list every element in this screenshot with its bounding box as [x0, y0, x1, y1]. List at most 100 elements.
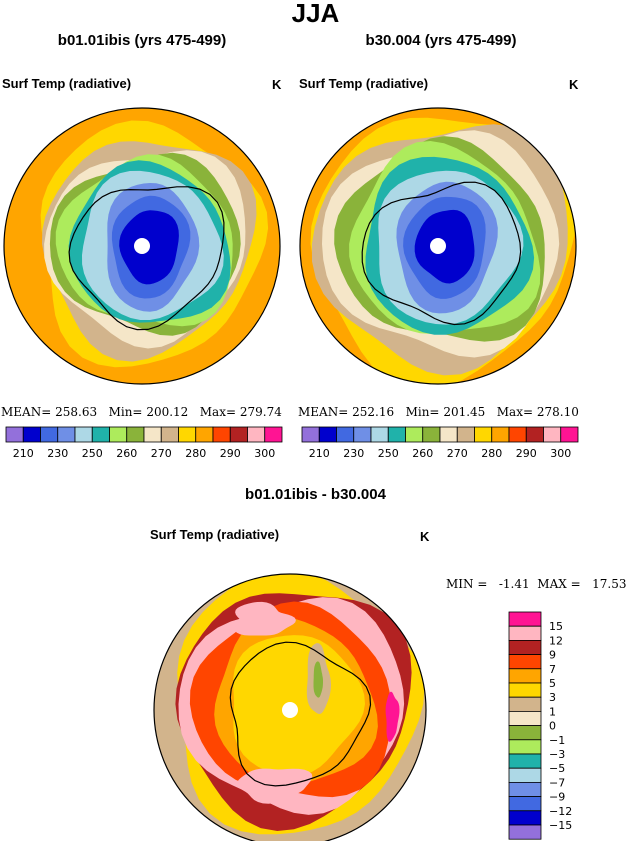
- panel-3-colorbar-box: [508, 796, 542, 812]
- panel-3-colorbar-box: [508, 611, 542, 627]
- panel-3-colorbar-tick-label: 0: [549, 720, 556, 733]
- panel-2-colorbar-box: [405, 426, 424, 443]
- panel-2-colorbar-tick-label: 300: [550, 447, 571, 460]
- panel-1-colorbar-box: [91, 426, 110, 443]
- panel-1-colorbar-box: [22, 426, 41, 443]
- panel-3-map-group: [153, 573, 427, 841]
- panel-3-title: b01.01ibis - b30.004: [245, 486, 386, 503]
- panel-3-map-border: [153, 573, 427, 841]
- panel-1-mean: 258.63: [55, 405, 98, 419]
- panel-1-colorbar-box: [264, 426, 283, 443]
- panel-3-colorbar-box: [508, 640, 542, 656]
- panel-3-colorbar-box: [508, 668, 542, 684]
- panel-2-colorbar-box: [318, 426, 337, 443]
- panel-3-colorbar-tick-label: 3: [549, 691, 556, 704]
- panel-3-colorbar-box: [508, 767, 542, 783]
- panel-1-colorbar-box: [178, 426, 197, 443]
- panel-1-colorbar-tick-label: 260: [116, 447, 137, 460]
- panel-1-colorbar-box: [143, 426, 162, 443]
- panel-1-min-label: Min=: [108, 405, 143, 419]
- panel-2-colorbar-tick-label: 210: [309, 447, 330, 460]
- panel-3-colorbar-tick-label: −12: [549, 805, 572, 818]
- panel-3-colorbar-box: [508, 725, 542, 741]
- panel-2-stats: MEAN= 252.16 Min= 201.45 Max= 278.10: [298, 405, 579, 419]
- panel-3-colorbar-tick-label: 15: [549, 620, 563, 633]
- panel-2-colorbar-box: [543, 426, 562, 443]
- panel-2-colorbar-tick-label: 290: [516, 447, 537, 460]
- panel-2-max: 278.10: [536, 405, 579, 419]
- panel-1-colorbar-box: [229, 426, 248, 443]
- panel-1-colorbar-box: [212, 426, 231, 443]
- panel-1-colorbar-box: [247, 426, 266, 443]
- panel-2-colorbar-box: [422, 426, 441, 443]
- panel-2-colorbar-tick-label: 270: [447, 447, 468, 460]
- panel-2-colorbar-box: [336, 426, 355, 443]
- panel-3-colorbar-box: [508, 753, 542, 769]
- panel-1-max: 279.74: [239, 405, 282, 419]
- panel-3-coastline: [229, 641, 372, 787]
- panel-2-colorbar: 210 230 250 260 270 280 290 300: [301, 426, 579, 460]
- panel-2-colorbar-box: [525, 426, 544, 443]
- panel-2-title: b30.004 (yrs 475-499): [365, 32, 517, 49]
- panel-3-max: 17.53: [592, 577, 627, 591]
- panel-3-colorbar-tick-label: −7: [549, 776, 565, 789]
- panel-3-hotspot-15: [385, 691, 400, 742]
- panel-2-mean: 252.16: [352, 405, 395, 419]
- panel-1-colorbar-box: [5, 426, 24, 443]
- panel-2-min-label: Min=: [405, 405, 440, 419]
- panel-3-colorbar-tick-label: −15: [549, 819, 572, 832]
- panel-2-coastline: [361, 181, 522, 326]
- panel-1-colorbar-tick-label: 250: [82, 447, 103, 460]
- panel-3-colorbar-box: [508, 625, 542, 641]
- panel-3-coolspot-neg1: [313, 661, 323, 698]
- panel-2-map-border: [299, 107, 577, 385]
- panel-2-colorbar-tick-label: 260: [412, 447, 433, 460]
- panel-2-variable: Surf Temp (radiative): [299, 76, 429, 91]
- panel-1-colorbar-box: [126, 426, 145, 443]
- panel-2-mean-label: MEAN=: [298, 405, 349, 419]
- panel-2-colorbar-tick-label: 230: [343, 447, 364, 460]
- panel-3-hotspot-12: [235, 601, 296, 636]
- panel-1-colorbar-tick-label: 210: [13, 447, 34, 460]
- panel-1-map-border: [3, 107, 281, 385]
- panel-2-colorbar-box: [456, 426, 475, 443]
- figure-title: JJA: [291, 0, 340, 28]
- panel-2-map-group: [299, 107, 577, 385]
- panel-1-max-label: Max=: [199, 405, 237, 419]
- panel-1-stats: MEAN= 258.63 Min= 200.12 Max= 279.74: [1, 405, 282, 419]
- panel-3-stats: MIN = -1.41 MAX = 17.53: [446, 577, 626, 591]
- panel-3-colorbar-tick-label: −9: [549, 791, 565, 804]
- panel-3-colorbar-box: [508, 824, 542, 840]
- panel-1-title: b01.01ibis (yrs 475-499): [57, 32, 227, 49]
- panel-2-units: K: [569, 77, 579, 92]
- panel-1-colorbar-box: [109, 426, 128, 443]
- panel-3-units: K: [420, 529, 430, 544]
- panel-2-colorbar-box: [560, 426, 579, 443]
- panel-3-colorbar-tick-label: −1: [549, 734, 565, 747]
- panel-2-colorbar-box: [491, 426, 510, 443]
- panel-1-colorbar-tick-label: 230: [47, 447, 68, 460]
- panel-1-colorbar-box: [57, 426, 76, 443]
- panel-1-colorbar-box: [195, 426, 214, 443]
- panel-3-contour-3: [233, 635, 365, 777]
- panel-3-variable: Surf Temp (radiative): [150, 527, 280, 542]
- panel-3-colorbar-box: [508, 696, 542, 712]
- panel-2-min: 201.45: [443, 405, 486, 419]
- panel-1-colorbar-tick-label: 270: [151, 447, 172, 460]
- panel-2-colorbar-box: [353, 426, 372, 443]
- panel-3-min-label: MIN =: [446, 577, 488, 591]
- panel-1-units: K: [272, 77, 282, 92]
- panel-3-colorbar-tick-label: 12: [549, 634, 563, 647]
- panel-3-colorbar-box: [508, 654, 542, 670]
- panel-3-colorbar-box: [508, 682, 542, 698]
- panel-3-min: -1.41: [498, 577, 530, 591]
- panel-3-colorbar-tick-label: 1: [549, 705, 556, 718]
- panel-1-colorbar-box: [160, 426, 179, 443]
- panel-3-max-label: MAX =: [537, 577, 581, 591]
- panel-3-colorbar-box: [508, 711, 542, 727]
- panel-2-colorbar-box: [508, 426, 527, 443]
- panel-3-colorbar-tick-label: −5: [549, 762, 565, 775]
- panel-1-colorbar-box: [74, 426, 93, 443]
